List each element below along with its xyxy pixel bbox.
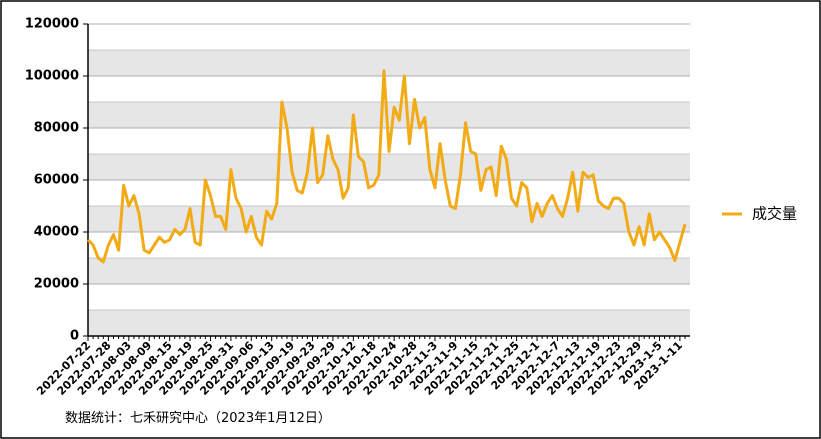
y-tick-label: 60000 bbox=[34, 173, 79, 188]
legend-label: 成交量 bbox=[752, 205, 797, 223]
grid-band bbox=[88, 154, 690, 180]
grid-band bbox=[88, 102, 690, 128]
y-tick-label: 20000 bbox=[34, 277, 79, 292]
y-tick-label: 0 bbox=[70, 329, 79, 344]
y-tick-label: 100000 bbox=[25, 69, 79, 84]
grid-band bbox=[88, 258, 690, 284]
source-note: 数据统计：七禾研究中心（2023年1月12日） bbox=[65, 411, 331, 426]
grid-band bbox=[88, 50, 690, 76]
y-tick-label: 120000 bbox=[25, 17, 79, 32]
y-tick-label: 80000 bbox=[34, 121, 79, 136]
series-line bbox=[86, 69, 687, 264]
y-tick-label: 40000 bbox=[34, 225, 79, 240]
grid-band bbox=[88, 206, 690, 232]
grid-band bbox=[88, 310, 690, 336]
